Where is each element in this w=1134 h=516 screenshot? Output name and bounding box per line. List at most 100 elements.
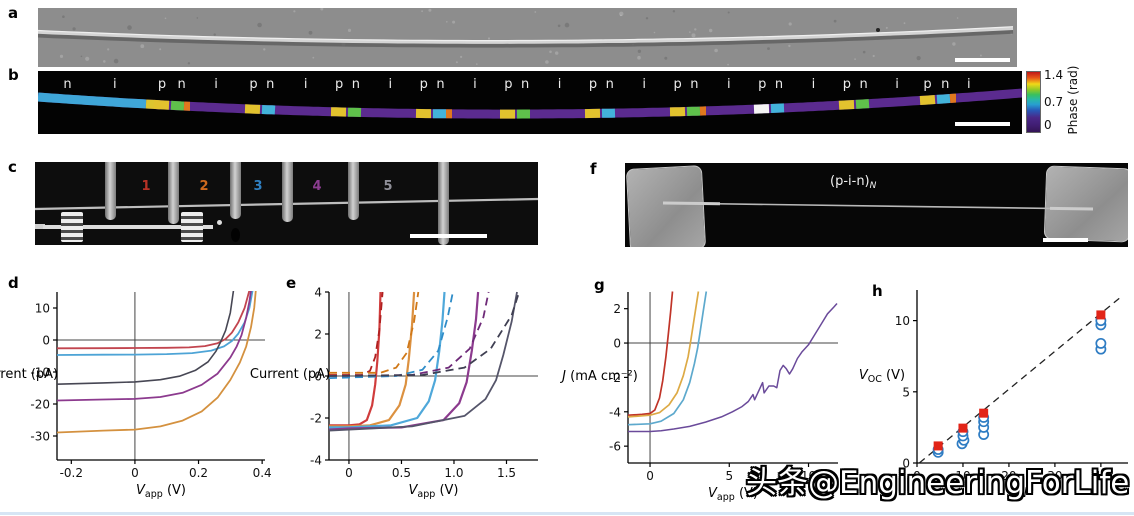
marker-blue-circles [1095, 337, 1107, 349]
panel-f-device-sem: (p-i-n)N [625, 163, 1128, 247]
svg-text:-2: -2 [310, 412, 322, 426]
suspended-beam [43, 225, 213, 229]
svg-text:-30: -30 [30, 430, 50, 444]
region-label-p: p [504, 77, 513, 92]
region-label-i: i [388, 77, 393, 92]
wire-formula-text: (p-i-n) [830, 174, 870, 189]
svg-text:-20: -20 [30, 398, 50, 412]
panel-label-f: f [590, 160, 597, 178]
marker-red-squares [933, 441, 943, 451]
electrode-number-3: 3 [253, 179, 263, 194]
svg-text:-10: -10 [30, 366, 50, 380]
region-label-p: p [157, 77, 167, 92]
svg-text:20: 20 [1001, 469, 1016, 483]
chart-canvas-e: 0 0.5 1.0 1.5 4 2 0 -2 -4 [310, 286, 538, 480]
svg-text:0: 0 [131, 466, 139, 480]
region-label-n: n [774, 77, 784, 92]
chart-h-voc-vs-n-scatter: 0 10 20 30 40 0 5 10 N VOC (V) [859, 272, 1134, 516]
marker-red-squares [1096, 310, 1106, 320]
curve-3-light [329, 291, 446, 429]
marker-red-squares [958, 423, 968, 433]
svg-text:-0.2: -0.2 [60, 466, 83, 480]
y-axis-label: VOC (V) [858, 367, 906, 385]
svg-text:-6: -6 [609, 440, 621, 454]
device-nanowire-drawing [662, 201, 1094, 211]
curve-2-dark [329, 291, 420, 374]
svg-text:0: 0 [902, 457, 910, 471]
svg-text:0: 0 [613, 337, 621, 351]
electrode-finger-4 [281, 162, 293, 222]
region-label-p: p [673, 77, 682, 92]
colorbar-axis-label: Phase (rad) [1066, 65, 1080, 135]
x-axis-label: Vapp (V) [408, 483, 459, 500]
curve-1-light [329, 291, 382, 427]
region-label-i: i [895, 77, 899, 92]
chart-canvas-h: 0 10 20 30 40 0 5 10 [895, 290, 1128, 483]
svg-text:5: 5 [902, 385, 910, 399]
region-label-n: n [605, 77, 614, 92]
electrode-number-2: 2 [199, 179, 209, 194]
region-label-n: n [351, 77, 360, 92]
region-label-i: i [473, 77, 477, 92]
svg-text:0.4: 0.4 [253, 466, 272, 480]
clamp-pad-left [61, 212, 83, 242]
curve-blue [56, 291, 254, 356]
chart-canvas-g: 0 5 10 2 0 -2 -4 -6 [609, 291, 838, 483]
clamp-pad-right [181, 212, 203, 242]
curve-purple [56, 291, 252, 402]
svg-text:10: 10 [801, 469, 816, 483]
region-label-p: p [249, 77, 258, 92]
phase-colorbar [1026, 71, 1041, 133]
curve-trend [918, 295, 1123, 464]
watermark: 头条@EngineeringForLife [746, 465, 1130, 501]
bottom-edge-artifact [0, 512, 1134, 515]
svg-text:10: 10 [955, 469, 970, 483]
region-label-n: n [859, 77, 868, 92]
chart-e-iv-series-junctions: 0 0.5 1.0 1.5 4 2 0 -2 -4 Vapp (V) Current (pA) [250, 272, 560, 516]
electrode-number-5: 5 [383, 179, 393, 194]
svg-text:4: 4 [314, 286, 322, 300]
region-label-n: n [266, 77, 275, 92]
panel-label-g: g [594, 276, 605, 294]
region-label-p: p [419, 77, 428, 92]
x-axis-label: N [1017, 486, 1028, 501]
wire-formula-label: (p-i-n)N [830, 175, 876, 191]
phase-map-wire-drawing [38, 88, 1022, 119]
electrode-finger-6 [437, 162, 449, 245]
scale-bar [955, 58, 1010, 62]
panel-c-device-sem: 1 2 3 4 5 [35, 162, 538, 245]
svg-text:10: 10 [895, 314, 910, 328]
panel-label-h: h [872, 282, 883, 300]
svg-text:2: 2 [613, 302, 621, 316]
debris-dot [217, 220, 222, 225]
svg-text:10: 10 [35, 302, 50, 316]
electrode-finger-3 [229, 162, 241, 219]
chart-d-iv-single-junction: -0.2 0 0.2 0.4 10 0 -10 -20 -30 Vapp (V) Current (… [0, 272, 280, 516]
region-label-i: i [642, 77, 646, 92]
region-label-i: i [557, 77, 562, 92]
region-label-p: p [334, 77, 344, 92]
panel-a-sem-image [38, 8, 1017, 67]
svg-text:0: 0 [314, 370, 322, 384]
region-label-i: i [214, 77, 218, 92]
svg-text:0.5: 0.5 [392, 466, 411, 480]
chart-g-jv-curves: 0 5 10 2 0 -2 -4 -6 Vapp (V) J (mA cm⁻²) [562, 272, 860, 516]
region-label-p: p [588, 77, 598, 92]
curve-red [56, 291, 251, 350]
panel-label-a: a [8, 4, 19, 22]
wire-formula-subscript: N [869, 181, 877, 191]
x-axis-label: Vapp (V) [708, 486, 758, 503]
colorbar-tick-min: 0 [1044, 118, 1052, 132]
region-label-p: p [758, 77, 767, 92]
svg-text:1.0: 1.0 [444, 466, 463, 480]
panel-label-c: c [8, 158, 17, 176]
electrode-number-1: 1 [141, 179, 151, 194]
svg-text:5: 5 [725, 469, 733, 483]
curve-red [627, 291, 674, 417]
region-label-n: n [941, 77, 950, 92]
svg-text:2: 2 [314, 328, 322, 342]
svg-text:-4: -4 [310, 454, 322, 468]
curve-1-dark [329, 291, 384, 376]
curve-orange [56, 291, 257, 434]
